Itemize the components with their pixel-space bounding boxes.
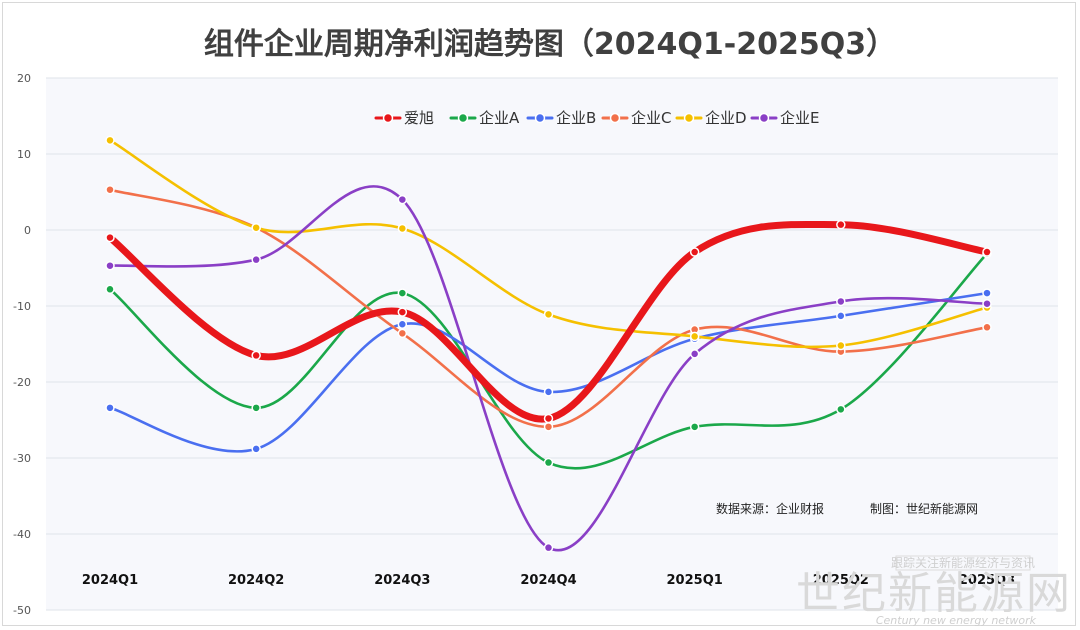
legend-label: 企业C (631, 109, 671, 127)
legend-label: 企业E (780, 109, 819, 127)
data-point-企业A (397, 288, 408, 298)
data-point-企业D (689, 331, 700, 342)
y-tick-label: 0 (24, 224, 31, 237)
y-axis: 20 10 0 -10 -20 -30 -40 -50 (13, 72, 31, 617)
source-annotation: 数据来源：企业财报 (716, 501, 824, 516)
chart-title: 组件企业周期净利润趋势图（2024Q1-2025Q3） (204, 27, 896, 62)
data-point-企业C (397, 328, 408, 339)
legend-item: 企业B (526, 109, 596, 127)
legend-item: 企业E (750, 109, 819, 127)
data-point-企业C (543, 422, 554, 432)
data-point-爱旭 (836, 219, 846, 230)
y-tick-label: -50 (13, 604, 31, 617)
maker-annotation: 制图：世纪新能源网 (870, 501, 978, 516)
legend-swatch-dot (457, 112, 469, 124)
y-tick-label: -40 (13, 528, 31, 541)
data-point-企业D (105, 135, 115, 146)
data-point-企业A (689, 422, 700, 432)
data-point-企业E (689, 349, 700, 359)
legend-label: 爱旭 (404, 109, 434, 127)
watermark-name: 世纪新能源网 (796, 568, 1072, 619)
x-axis: 2024Q1 2024Q2 2024Q3 2024Q4 2025Q1 2025Q2 2025… (82, 573, 1015, 588)
x-tick-label: 2024Q1 (82, 573, 138, 588)
legend-swatch-dot (758, 112, 770, 124)
legend-label: 企业B (556, 109, 596, 127)
legend-item: 企业A (449, 109, 520, 127)
data-point-企业D (251, 222, 261, 233)
data-point-企业E (251, 254, 261, 265)
y-tick-label: 10 (17, 148, 31, 161)
series-line-企业E (108, 185, 989, 552)
legend-swatch-dot (534, 112, 546, 124)
data-point-企业D (836, 340, 846, 351)
data-point-爱旭 (397, 307, 408, 317)
data-point-企业A (836, 404, 846, 415)
legend-item: 爱旭 (374, 109, 434, 127)
data-point-企业E (982, 298, 992, 309)
x-tick-label: 2024Q4 (520, 573, 576, 588)
data-point-企业B (251, 444, 261, 454)
legend: 爱旭 企业A 企业B 企业C 企业D 企业E (374, 109, 819, 127)
data-point-企业E (836, 296, 846, 307)
data-point-企业B (397, 319, 408, 329)
x-tick-label: 2025Q1 (667, 573, 723, 588)
data-point-企业C (982, 322, 992, 333)
legend-swatch-dot (609, 112, 621, 124)
data-point-爱旭 (543, 413, 554, 424)
watermark-slogan: 跟踪关注新能源经济与资讯 (891, 555, 1035, 570)
data-point-企业B (543, 387, 554, 397)
data-point-企业B (836, 311, 846, 321)
y-tick-label: 20 (17, 72, 31, 85)
data-point-企业B (982, 288, 992, 298)
data-point-企业A (105, 284, 115, 295)
x-tick-label: 2024Q3 (374, 573, 430, 588)
x-tick-label: 2025Q3 (959, 573, 1015, 588)
x-tick-label: 2025Q2 (813, 573, 869, 588)
data-point-企业A (543, 457, 554, 468)
watermark: 跟踪关注新能源经济与资讯 世纪新能源网 Century new energy n… (796, 555, 1072, 627)
y-tick-label: -10 (13, 300, 31, 313)
watermark-sub: Century new energy network (876, 614, 1037, 627)
legend-swatch-dot (683, 112, 695, 124)
x-tick-label: 2024Q2 (228, 573, 284, 588)
legend-label: 企业D (705, 109, 747, 127)
data-point-企业E (105, 260, 115, 271)
data-point-企业D (543, 309, 554, 320)
series-points (105, 135, 992, 553)
legend-label: 企业A (479, 109, 520, 127)
legend-item: 企业C (601, 109, 671, 127)
data-point-爱旭 (982, 247, 992, 257)
watermark-slogan-box (895, 555, 1031, 571)
data-point-爱旭 (105, 232, 115, 243)
data-point-企业C (105, 184, 115, 195)
plot-area (46, 78, 1058, 610)
data-point-企业B (105, 403, 115, 413)
data-point-企业A (251, 403, 261, 413)
data-point-企业E (397, 194, 408, 205)
data-point-爱旭 (251, 350, 261, 361)
data-point-企业D (397, 223, 408, 234)
data-point-企业E (543, 542, 554, 553)
y-tick-label: -30 (13, 452, 31, 465)
grid-lines (46, 77, 1058, 611)
y-tick-label: -20 (13, 376, 31, 389)
legend-item: 企业D (675, 109, 747, 127)
data-point-爱旭 (689, 247, 700, 257)
legend-swatch-dot (382, 112, 394, 124)
